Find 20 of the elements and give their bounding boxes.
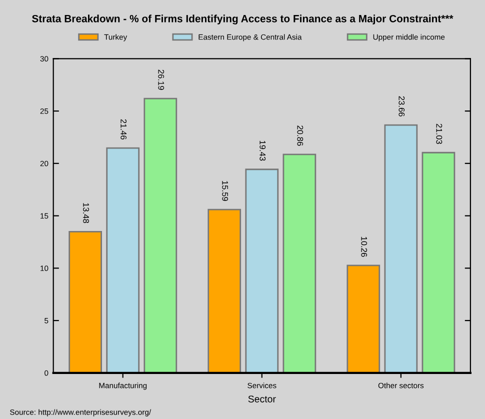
bar	[245, 168, 279, 373]
data-label: 13.48	[83, 203, 89, 224]
bar	[384, 124, 418, 373]
bar	[106, 147, 140, 373]
bar	[144, 98, 178, 373]
bar	[346, 264, 380, 373]
x-axis-title: Sector	[248, 396, 276, 402]
data-label: 26.19	[158, 70, 164, 90]
data-label: 20.86	[297, 126, 304, 146]
bar	[282, 154, 316, 373]
bar	[208, 208, 242, 373]
data-label: 21.03	[436, 124, 442, 144]
data-label: 21.46	[120, 119, 127, 140]
data-label: 19.43	[260, 140, 266, 161]
data-label: 23.66	[398, 96, 405, 116]
chart-title: Strata Breakdown - % of Firms Identifying Access to Finance as a Major Constraint***	[32, 14, 454, 24]
bar	[422, 152, 456, 373]
bar	[68, 231, 102, 373]
data-label: 10.26	[361, 236, 368, 257]
data-label: 15.59	[222, 181, 228, 201]
